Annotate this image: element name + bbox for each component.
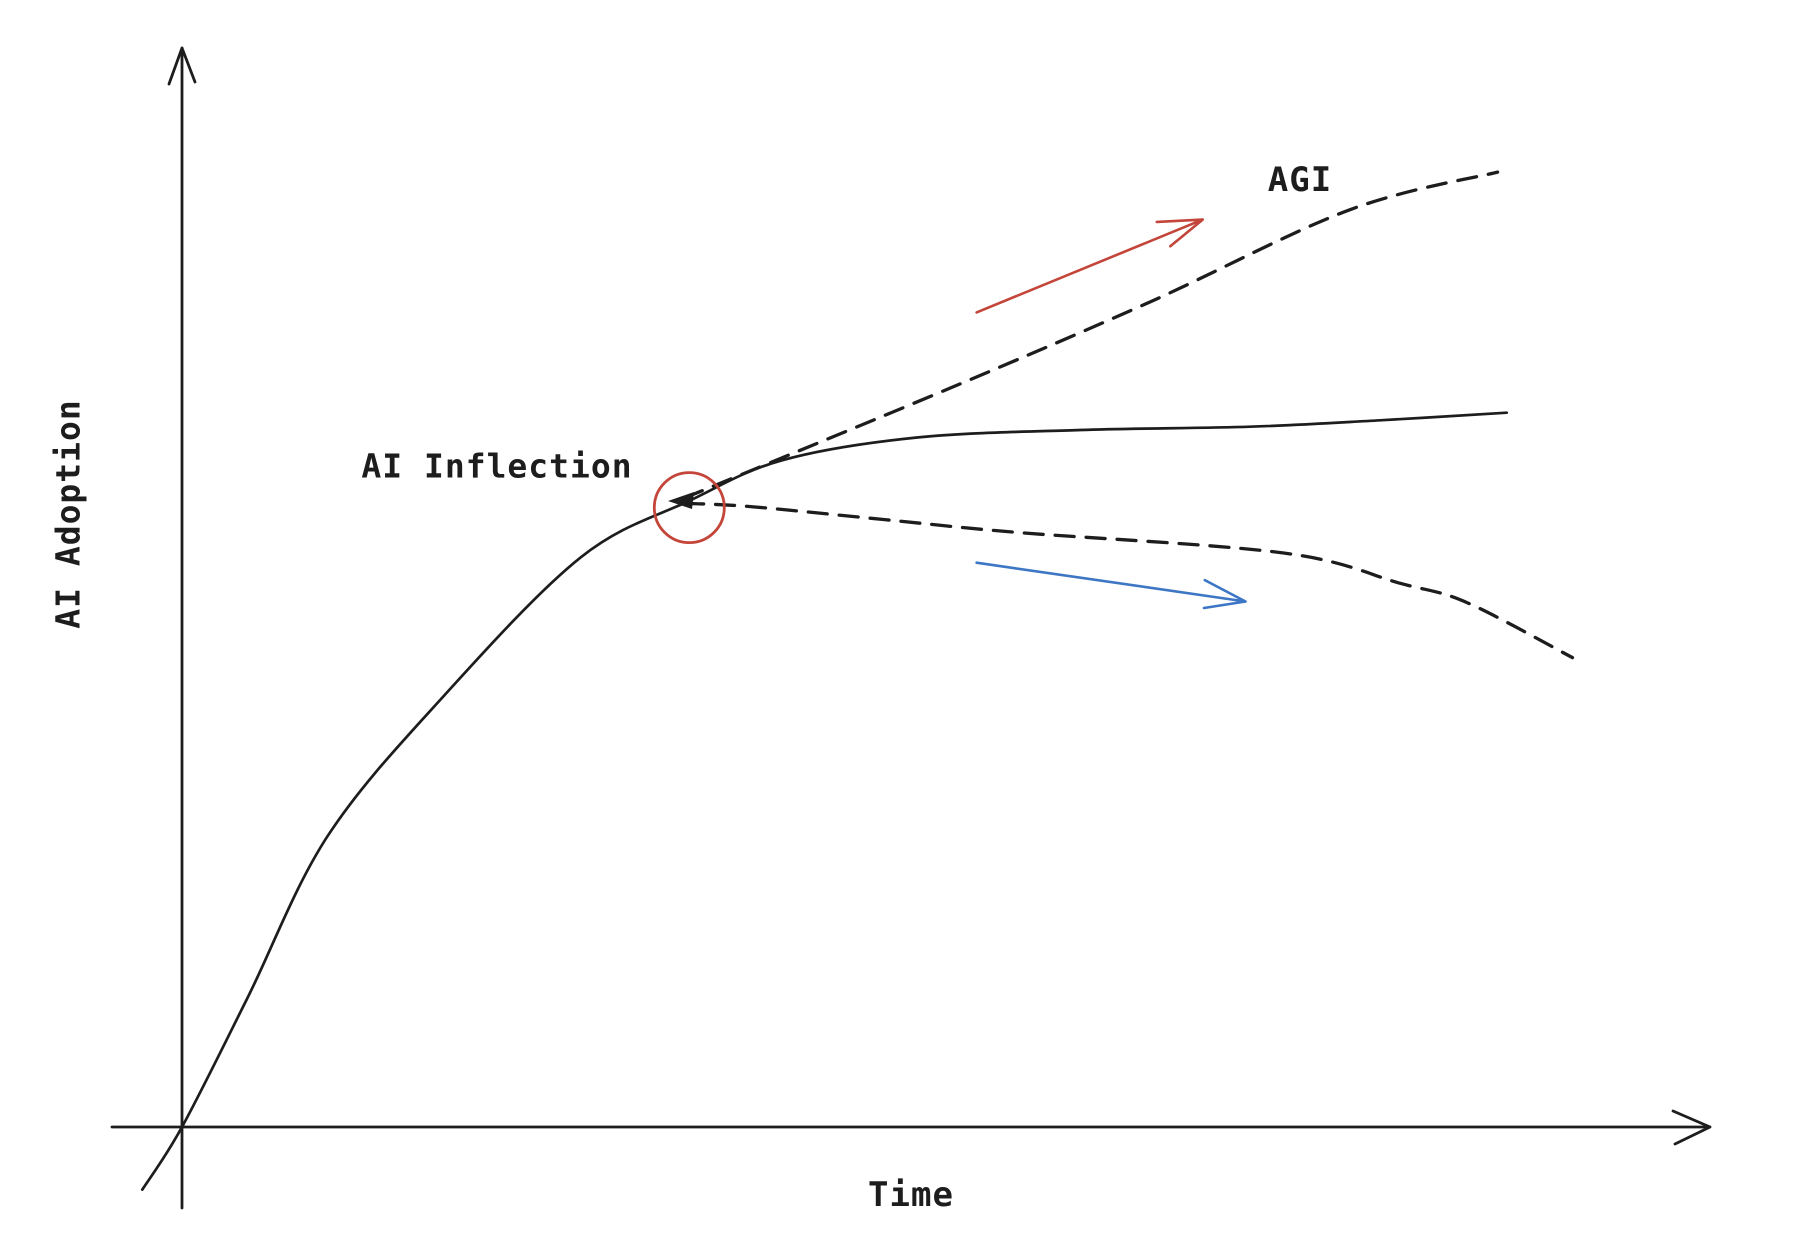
agi-curve xyxy=(683,170,1500,500)
agi-trend-arrow-icon xyxy=(975,218,1204,314)
x-axis-arrowhead-icon xyxy=(1671,1109,1712,1146)
branch-arrowhead-icon xyxy=(668,492,694,509)
inflection-circle xyxy=(652,471,726,545)
x-axis-label: Time xyxy=(868,1175,954,1215)
agi-label: AGI xyxy=(1267,160,1333,200)
y-axis-label: AI Adoption xyxy=(48,399,88,629)
inflection-label: AI Inflection xyxy=(361,446,633,486)
decline-trend-arrow-icon xyxy=(975,561,1247,610)
decline-curve xyxy=(683,501,1575,660)
y-axis-arrowhead-icon xyxy=(167,46,197,86)
adoption-curve xyxy=(140,411,1509,1191)
